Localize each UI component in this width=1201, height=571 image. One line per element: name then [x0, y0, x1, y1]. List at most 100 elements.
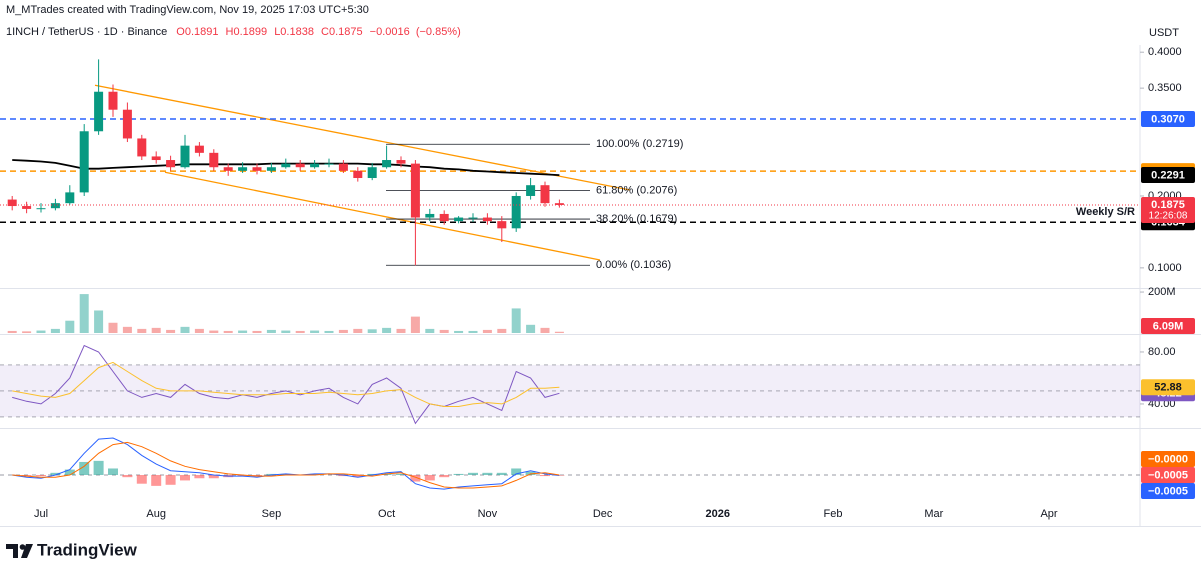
ma-badge-bg — [1141, 167, 1195, 184]
volume-bar — [281, 330, 291, 333]
x-tick-label: Mar — [924, 508, 943, 520]
volume-bar — [50, 328, 60, 333]
candle-body — [439, 213, 449, 222]
channel-upper — [94, 84, 631, 191]
volume-bar — [266, 329, 276, 333]
level-note: Weekly S/R — [1076, 206, 1135, 218]
histogram-bar — [525, 471, 536, 475]
volume-bar — [554, 331, 564, 333]
macd-badge: −0.0000 — [1148, 453, 1188, 465]
histogram-bar — [511, 468, 522, 475]
series-line — [12, 441, 560, 489]
histogram-bar — [540, 475, 550, 477]
x-tick-label: Aug — [146, 508, 166, 520]
fib-label: 38.20% (0.1679) — [596, 213, 677, 225]
volume-bar — [468, 330, 478, 333]
histogram-bar — [309, 473, 320, 475]
candle-body — [367, 167, 377, 179]
ohlc-high: H0.1899 — [226, 26, 268, 38]
volume-bar — [65, 320, 75, 333]
ohlc-open: O0.1891 — [176, 26, 218, 38]
histogram-bar — [180, 475, 190, 481]
histogram-bar — [252, 475, 262, 477]
histogram-bar — [468, 472, 478, 475]
price-badge-bg — [1141, 196, 1195, 223]
fib-label: 61.80% (0.2076) — [596, 184, 677, 196]
fib-label: 100.00% (0.2719) — [596, 138, 683, 150]
histogram-bar — [194, 475, 205, 479]
histogram-bar — [50, 472, 61, 475]
candle-body — [166, 160, 176, 168]
volume-bar — [36, 330, 46, 333]
volume-bar — [209, 330, 219, 333]
volume-bar — [511, 308, 521, 333]
candle-body — [497, 221, 507, 229]
change: −0.0016 — [370, 26, 410, 38]
candle-body — [122, 109, 132, 139]
histogram-bar — [136, 475, 147, 484]
candle-body — [65, 192, 75, 204]
histogram-bar — [367, 473, 378, 475]
volume-bar — [194, 328, 204, 333]
y-tick-label: 0.3500 — [1148, 82, 1182, 94]
candle-body — [310, 163, 320, 168]
candle-body — [295, 163, 305, 168]
symbol-title: 1INCH / TetherUS · 1D · Binance — [6, 26, 167, 38]
histogram-bar — [237, 475, 248, 477]
x-tick-label: Apr — [1040, 508, 1057, 520]
candle-body — [338, 163, 348, 171]
histogram-bar — [266, 473, 277, 475]
candle-body — [22, 206, 32, 209]
candle-body — [94, 91, 104, 132]
y-tick-label: 0.1000 — [1148, 262, 1182, 274]
rsi-badge: 52.88 — [1154, 382, 1182, 394]
candle-body — [353, 170, 363, 179]
fib-label: 0.00% (0.1036) — [596, 259, 671, 271]
histogram-bar — [79, 461, 90, 475]
histogram-bar — [122, 475, 133, 478]
change-percent: (−0.85%) — [416, 26, 461, 38]
volume-bar — [151, 327, 161, 333]
candle-body — [454, 217, 464, 222]
candle-body — [223, 167, 233, 171]
macd-badge-bg — [1141, 451, 1195, 467]
volume-bar — [223, 330, 233, 333]
candle-body — [554, 203, 564, 205]
histogram-bar — [165, 475, 176, 485]
candle-body — [266, 167, 276, 171]
histogram-bar — [21, 475, 32, 477]
candle-body — [468, 217, 478, 219]
volume-bar — [295, 330, 305, 333]
x-tick-label: Dec — [593, 508, 613, 520]
macd-badge-bg — [1141, 467, 1195, 483]
histogram-bar — [424, 475, 435, 481]
volume-bar — [166, 329, 176, 333]
candle-body — [410, 163, 420, 218]
volume-bar — [122, 326, 132, 333]
y-tick-label: 0.4000 — [1148, 46, 1182, 58]
volume-bar — [252, 330, 262, 333]
series-line — [12, 344, 560, 425]
y-tick-label: 200M — [1148, 286, 1176, 298]
x-tick-label: Nov — [478, 508, 498, 520]
candle-body — [238, 167, 248, 171]
brand: TradingView — [37, 540, 138, 559]
volume-bar — [425, 328, 435, 333]
volume-bar — [324, 330, 334, 333]
histogram-bar — [93, 460, 104, 475]
candle-body — [50, 203, 60, 209]
candle-body — [324, 163, 334, 165]
volume-bar — [482, 329, 492, 333]
macd-badge: −0.0005 — [1148, 469, 1188, 481]
volume-bar — [238, 330, 248, 333]
volume-bar — [396, 328, 406, 333]
volume-bar — [338, 329, 348, 333]
candle-body — [382, 160, 392, 168]
attribution: M_MTrades created with TradingView.com, … — [6, 4, 369, 16]
candle-body — [482, 217, 492, 222]
ma-badge: 0.2291 — [1151, 169, 1185, 181]
x-tick-label: Oct — [378, 508, 395, 520]
histogram-bar — [108, 468, 118, 475]
